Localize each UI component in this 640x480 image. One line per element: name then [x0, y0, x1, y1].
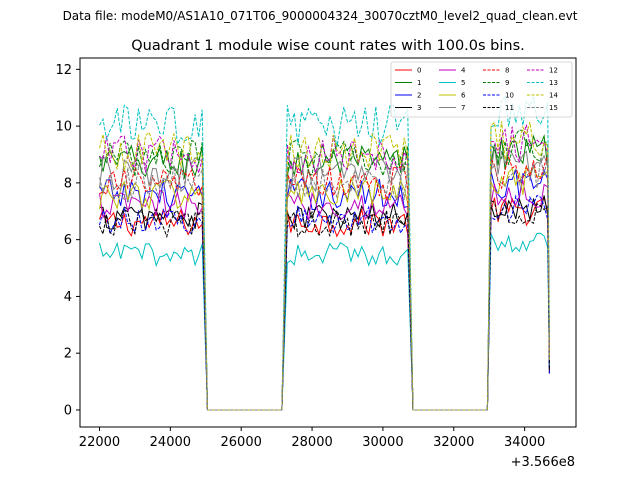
chart-suptitle: Data file: modeM0/AS1A10_071T06_90000043…	[63, 9, 578, 23]
x-tick-label: 30000	[362, 435, 403, 450]
x-tick-label: 22000	[79, 435, 120, 450]
series-line-14	[99, 121, 550, 411]
legend-label-1: 1	[417, 79, 421, 87]
series-line-10	[99, 194, 550, 411]
plot-frame	[79, 57, 577, 428]
x-tick-label: 24000	[150, 435, 191, 450]
series-line-9	[99, 129, 550, 411]
series-line-12	[99, 124, 550, 411]
plot-lines	[99, 95, 550, 411]
y-axis-ticks: 0 2 4 6 8 10 12	[55, 63, 80, 418]
series-line-11	[99, 200, 550, 411]
x-tick-label: 34000	[504, 435, 545, 450]
series-line-7	[99, 146, 550, 411]
y-tick-label: 0	[64, 403, 72, 418]
legend-label-7: 7	[461, 104, 465, 112]
y-tick-label: 12	[55, 63, 72, 78]
legend-box	[390, 61, 573, 118]
legend-label-4: 4	[461, 67, 466, 75]
x-tick-label: 26000	[221, 435, 262, 450]
y-tick-label: 2	[64, 347, 72, 362]
legend-label-13: 13	[549, 79, 558, 87]
y-tick-label: 6	[64, 233, 72, 248]
legend-label-3: 3	[417, 104, 421, 112]
series-line-5	[99, 232, 550, 411]
y-tick-label: 10	[55, 120, 72, 135]
legend-label-11: 11	[505, 104, 514, 112]
series-line-0	[99, 197, 550, 411]
legend-label-12: 12	[549, 67, 558, 75]
chart-title: Quadrant 1 module wise count rates with …	[131, 38, 525, 54]
series-line-4	[99, 180, 550, 411]
x-axis-ticks: 22000 24000 26000 28000 30000 32000 34000	[79, 427, 545, 450]
legend-label-2: 2	[417, 92, 421, 100]
legend-label-8: 8	[505, 67, 509, 75]
legend-label-0: 0	[417, 67, 421, 75]
series-line-8	[99, 154, 550, 411]
y-tick-label: 8	[64, 176, 72, 191]
legend-label-5: 5	[461, 79, 465, 87]
series-line-15	[99, 157, 550, 411]
legend-label-10: 10	[505, 92, 514, 100]
legend-label-15: 15	[549, 104, 558, 112]
legend-label-6: 6	[461, 92, 466, 100]
series-line-3	[99, 195, 550, 411]
x-axis-offset-label: +3.566e8	[511, 455, 575, 470]
y-tick-label: 4	[64, 290, 72, 305]
x-tick-label: 32000	[433, 435, 474, 450]
legend-label-14: 14	[549, 92, 558, 100]
x-tick-label: 28000	[291, 435, 332, 450]
legend-label-9: 9	[505, 79, 509, 87]
